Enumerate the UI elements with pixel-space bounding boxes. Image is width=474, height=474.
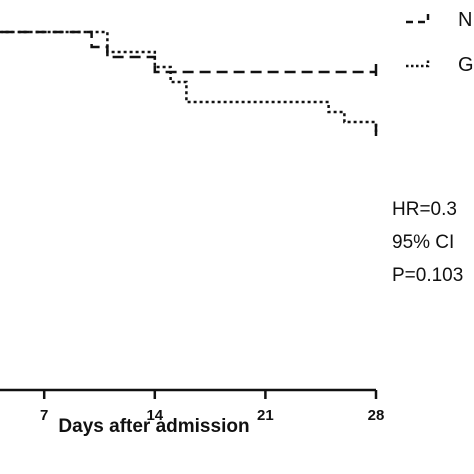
- x-tick-label: 28: [368, 407, 385, 424]
- legend-swatch-g: [406, 58, 430, 68]
- confidence-interval-text: 95% CI: [392, 232, 454, 253]
- hazard-ratio-text: HR=0.3: [392, 199, 457, 220]
- series-line-g: [0, 30, 378, 132]
- legend-label-g: G: [458, 54, 474, 76]
- x-axis-title: Days after admission: [58, 416, 249, 437]
- legend-item-g: G: [406, 54, 474, 76]
- x-axis-ticks: 7 14 21 28: [40, 390, 384, 424]
- x-tick-label: 7: [40, 407, 48, 424]
- series-lines: [0, 30, 378, 136]
- series-line-n: [0, 30, 376, 74]
- p-value-text: P=0.103: [392, 265, 463, 286]
- legend: N G: [406, 9, 474, 76]
- legend-swatch-n: [406, 14, 430, 24]
- legend-item-n: N: [406, 9, 472, 31]
- stats-annotation: HR=0.3 95% CI P=0.103: [392, 199, 463, 286]
- x-tick-label: 14: [146, 407, 163, 424]
- x-tick-label: 21: [257, 407, 274, 424]
- legend-label-n: N: [458, 9, 472, 31]
